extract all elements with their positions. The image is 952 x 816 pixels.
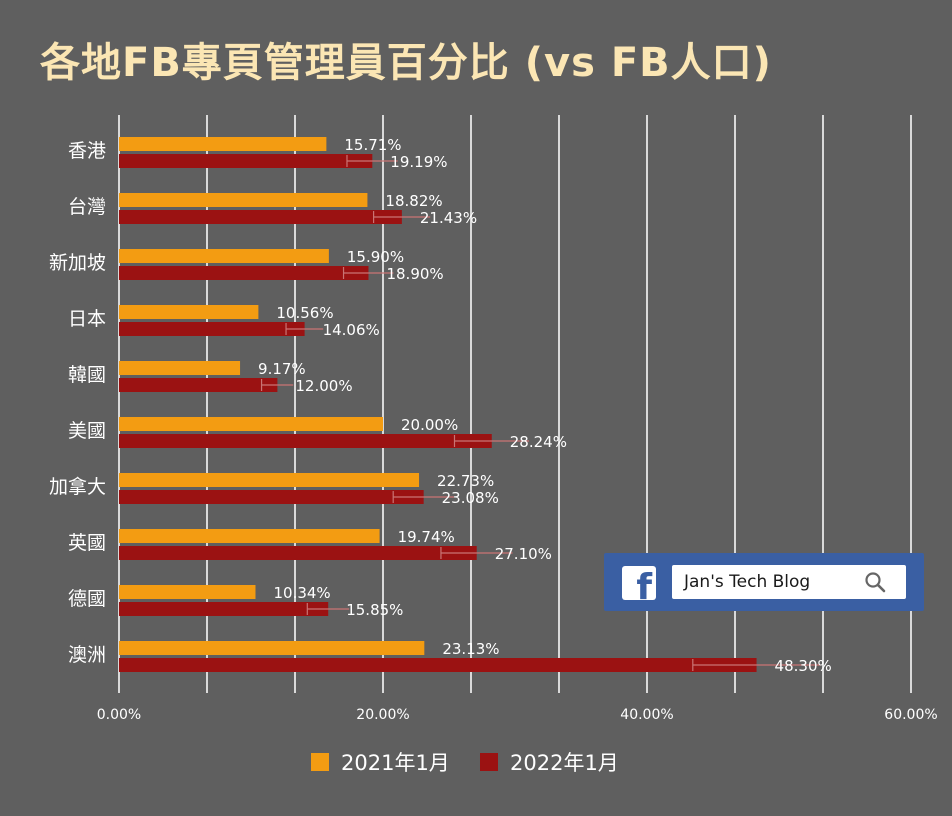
bar-series-2 [119, 490, 424, 504]
search-icon [865, 572, 886, 593]
bar-series-2 [119, 602, 329, 616]
x-tick-label: 40.00% [620, 707, 673, 723]
category-label: 澳洲 [68, 644, 106, 666]
bar-series-1 [119, 137, 327, 151]
data-label: 48.30% [775, 657, 832, 675]
bar-series-2 [119, 322, 305, 336]
bar-series-1 [119, 585, 256, 599]
category-label: 台灣 [68, 196, 106, 218]
category-label: 新加坡 [49, 252, 106, 274]
bar-series-2 [119, 210, 402, 224]
category-label: 韓國 [68, 364, 106, 386]
badge-search-box: Jan's Tech Blog [672, 565, 906, 599]
bar-series-1 [119, 529, 380, 543]
chart-title: 各地FB專頁管理員百分比 (vs FB人口) [40, 40, 772, 86]
x-tick-label: 0.00% [97, 707, 141, 723]
category-label: 德國 [68, 588, 106, 610]
bar-series-1 [119, 249, 329, 263]
data-label: 19.74% [398, 528, 455, 546]
legend-swatch [311, 753, 329, 771]
blog-badge: f Jan's Tech Blog [604, 553, 924, 611]
bar-series-2 [119, 434, 492, 448]
data-label: 10.34% [273, 584, 330, 602]
data-label: 15.90% [347, 248, 404, 266]
data-label: 10.56% [276, 304, 333, 322]
data-label: 28.24% [510, 433, 567, 451]
bar-series-1 [119, 361, 241, 375]
bar-series-2 [119, 154, 373, 168]
data-label: 21.43% [420, 209, 477, 227]
data-label: 19.19% [390, 153, 447, 171]
category-label: 美國 [68, 420, 106, 442]
data-label: 9.17% [258, 360, 306, 378]
bar-series-1 [119, 305, 259, 319]
data-label: 22.73% [437, 472, 494, 490]
category-label: 日本 [68, 308, 106, 330]
bar-series-1 [119, 473, 420, 487]
x-tick-label: 20.00% [356, 707, 409, 723]
data-label: 15.71% [344, 136, 401, 154]
data-label: 20.00% [401, 416, 458, 434]
data-label: 27.10% [495, 545, 552, 563]
bar-series-1 [119, 417, 383, 431]
category-label: 香港 [68, 140, 106, 162]
legend-swatch [480, 753, 498, 771]
bar-series-1 [119, 641, 425, 655]
bar-series-2 [119, 266, 369, 280]
category-label: 加拿大 [49, 475, 106, 498]
data-label: 23.08% [442, 489, 499, 507]
bar-series-2 [119, 378, 278, 392]
bar-series-2 [119, 546, 477, 560]
data-label: 18.90% [386, 265, 443, 283]
bar-series-1 [119, 193, 368, 207]
data-label: 14.06% [323, 321, 380, 339]
legend-label: 2021年1月 [341, 751, 450, 775]
category-label: 英國 [68, 532, 106, 554]
data-label: 15.85% [346, 601, 403, 619]
data-label: 23.13% [442, 640, 499, 658]
data-label: 18.82% [385, 192, 442, 210]
x-tick-label: 60.00% [884, 707, 937, 723]
legend-label: 2022年1月 [510, 751, 619, 775]
badge-text: Jan's Tech Blog [684, 572, 811, 592]
data-label: 12.00% [295, 377, 352, 395]
facebook-logo-icon: f [622, 566, 656, 600]
bar-series-2 [119, 658, 757, 672]
